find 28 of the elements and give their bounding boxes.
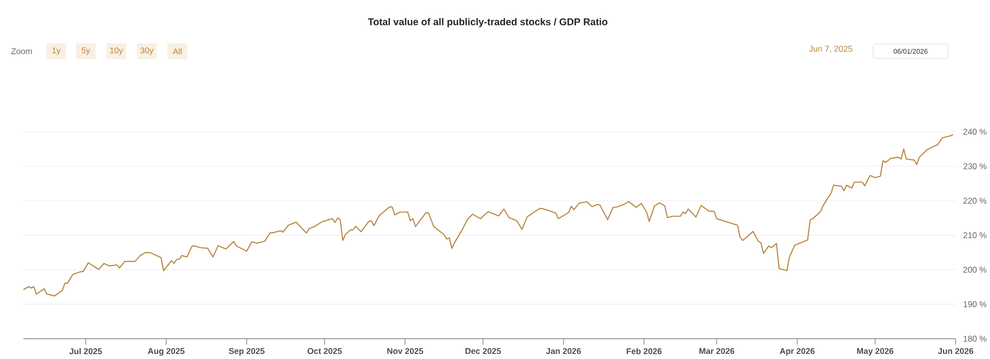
- y-tick-label: 180 %: [964, 336, 986, 342]
- x-tick-label: Jan 2026: [546, 348, 581, 354]
- x-tick-label: Apr 2026: [780, 348, 815, 356]
- chart-title: Total value of all publicly-traded stocks / GDP Ratio: [368, 18, 608, 28]
- line-series: [22, 134, 954, 296]
- x-tick-label: Feb 2026: [626, 348, 662, 354]
- text: Zoom: [11, 48, 32, 54]
- x-tick-label: Aug 2025: [148, 348, 185, 356]
- y-tick-label: 240 %: [963, 128, 986, 135]
- text: 5y: [82, 48, 90, 55]
- text: Jun 7, 2025: [809, 46, 852, 53]
- text: 1y: [52, 48, 61, 55]
- x-tick-label: Sep 2025: [228, 348, 265, 356]
- x-tick-label: Jun 2026: [938, 348, 974, 354]
- y-tick-label: 200 %: [963, 266, 986, 273]
- text: 30y: [140, 47, 154, 56]
- x-tick-label: Mar 2026: [699, 348, 734, 354]
- x-tick-label: Jul 2025: [69, 348, 102, 354]
- y-tick-label: 220 %: [963, 198, 986, 204]
- y-tick-label: 190 %: [964, 301, 986, 308]
- x-tick-label: Dec 2025: [465, 348, 501, 354]
- x-tick-label: Oct 2025: [308, 348, 342, 354]
- text: 10y: [110, 47, 123, 56]
- text: All: [172, 48, 182, 54]
- x-tick-label: Nov 2025: [387, 348, 424, 354]
- y-tick-label: 210 %: [963, 232, 986, 238]
- y-tick-label: 230 %: [963, 163, 986, 170]
- x-tick-label: May 2026: [857, 348, 894, 356]
